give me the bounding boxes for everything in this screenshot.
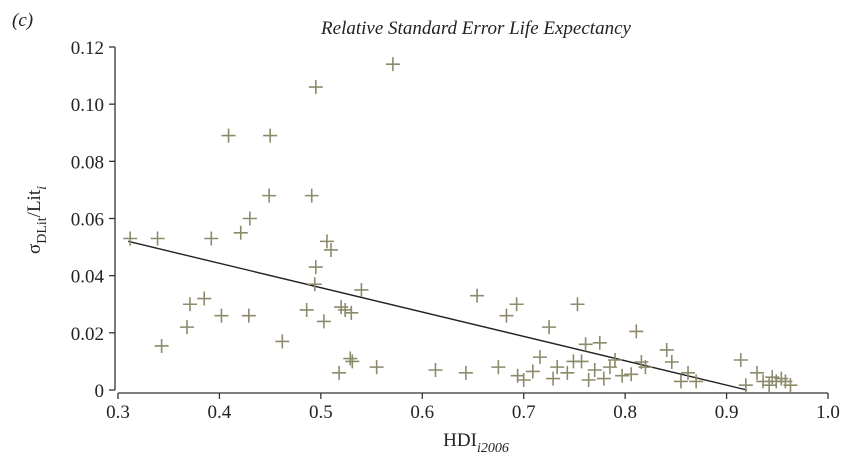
point [275, 334, 290, 349]
point [615, 368, 630, 383]
y-tick-label: 0.10 [71, 95, 104, 116]
point [578, 337, 593, 352]
point [738, 378, 753, 393]
y-tick-label: 0.08 [71, 152, 104, 173]
y-tick-label: 0.02 [71, 324, 104, 345]
x-tick-label: 0.4 [208, 402, 232, 423]
point [491, 360, 506, 375]
point [179, 320, 194, 335]
x-tick-label: 0.6 [410, 402, 434, 423]
y-label-sub: DLit [35, 217, 50, 244]
point [560, 365, 575, 380]
y-tick-label: 0 [95, 381, 105, 402]
point [324, 242, 338, 257]
point [428, 362, 443, 377]
point [546, 371, 561, 386]
point [602, 360, 617, 375]
point [343, 351, 358, 366]
point [550, 360, 565, 375]
point [659, 342, 674, 357]
point [681, 365, 696, 380]
point [154, 338, 169, 353]
point [319, 234, 334, 249]
point [596, 371, 611, 386]
point [307, 277, 322, 292]
y-axis-label: σDLit/Liti [24, 186, 50, 254]
point [664, 354, 679, 369]
point [499, 308, 514, 323]
point [345, 354, 360, 369]
chart-title: Relative Standard Error Life Expectancy [320, 18, 631, 39]
x-tick-label: 0.7 [512, 402, 536, 423]
point [299, 302, 314, 317]
x-axis-label: HDIi2006 [443, 430, 509, 456]
point [608, 352, 622, 367]
point [581, 372, 596, 387]
point [263, 128, 278, 143]
point [262, 188, 277, 203]
point [762, 378, 777, 393]
point [233, 225, 248, 240]
y-tick-label: 0.04 [71, 267, 105, 288]
point [204, 231, 219, 246]
y-label-main2: /Lit [24, 189, 45, 217]
y-label-sub2: i [35, 186, 50, 190]
point [624, 367, 639, 382]
point [344, 305, 359, 320]
x-tick-label: 0.5 [309, 402, 333, 423]
x-tick-label: 0.9 [715, 402, 739, 423]
trend-line [127, 240, 748, 391]
point [592, 335, 607, 350]
point [332, 365, 347, 380]
point [638, 360, 653, 375]
point [123, 231, 138, 246]
point [221, 128, 236, 143]
point [183, 297, 198, 312]
x-tick-label: 1.0 [816, 402, 840, 423]
point [570, 297, 585, 312]
x-tick-label: 0.3 [106, 402, 130, 423]
point [525, 364, 540, 379]
point [574, 354, 589, 369]
point [542, 320, 557, 335]
point [354, 282, 369, 297]
y-label-main: σ [24, 244, 45, 254]
point [214, 308, 229, 323]
point [750, 365, 764, 380]
point [385, 57, 400, 72]
point [783, 378, 798, 393]
point [458, 365, 473, 380]
point [304, 188, 319, 203]
point [308, 80, 323, 95]
point [673, 374, 688, 389]
point [516, 372, 531, 387]
point [242, 211, 257, 226]
point [150, 231, 165, 246]
point [756, 374, 771, 389]
point [689, 374, 704, 389]
point [587, 362, 602, 377]
point [532, 350, 547, 365]
panel-label: (c) [12, 10, 33, 31]
point [629, 324, 644, 339]
point [338, 302, 353, 317]
point [733, 352, 748, 367]
x-label-main: HDI [443, 430, 477, 451]
point [308, 260, 323, 275]
point [470, 288, 485, 303]
point [369, 360, 384, 375]
point [241, 308, 256, 323]
point [509, 297, 524, 312]
x-tick-label: 0.8 [613, 402, 637, 423]
y-tick-label: 0.06 [71, 210, 104, 231]
x-label-sub: i2006 [477, 441, 509, 456]
point [197, 291, 212, 306]
y-tick-label: 0.12 [71, 38, 104, 59]
point [316, 314, 331, 329]
point [334, 300, 349, 315]
